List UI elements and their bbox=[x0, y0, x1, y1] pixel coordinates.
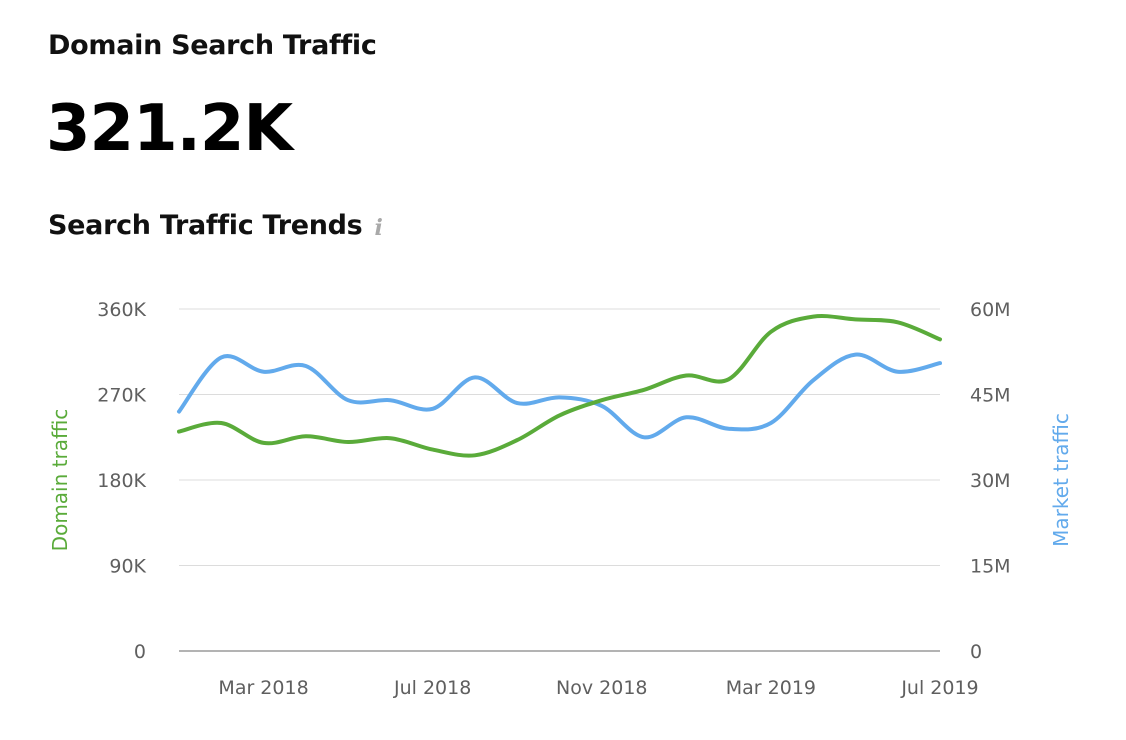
info-icon[interactable]: i bbox=[374, 214, 383, 241]
chart-header: Search Traffic Trends i bbox=[48, 210, 383, 241]
right-axis-title: Market traffic bbox=[1049, 413, 1073, 547]
x-tick-label: Mar 2019 bbox=[726, 677, 816, 699]
section-title: Domain Search Traffic bbox=[48, 30, 377, 61]
left-tick-label: 180K bbox=[97, 470, 146, 492]
x-tick-label: Jul 2018 bbox=[393, 677, 471, 699]
right-tick-label: 0 bbox=[970, 641, 982, 663]
series-lines bbox=[177, 314, 942, 458]
domain-traffic-line bbox=[177, 314, 942, 458]
right-tick-label: 30M bbox=[970, 470, 1011, 492]
x-tick-label: Mar 2018 bbox=[218, 677, 308, 699]
right-tick-label: 45M bbox=[970, 385, 1011, 407]
left-tick-label: 90K bbox=[109, 556, 146, 578]
left-tick-label: 360K bbox=[97, 299, 146, 321]
right-tick-label: 60M bbox=[970, 299, 1011, 321]
market-traffic-line bbox=[177, 352, 942, 440]
right-tick-label: 15M bbox=[970, 556, 1011, 578]
right-axis-ticks: 0 15M 30M 45M 60M bbox=[970, 299, 1011, 663]
domain-traffic-value: 321.2K bbox=[46, 92, 293, 166]
grid-lines bbox=[179, 308, 940, 652]
left-axis-title: Domain traffic bbox=[48, 409, 72, 552]
x-tick-label: Nov 2018 bbox=[556, 677, 647, 699]
chart-title: Search Traffic Trends bbox=[48, 210, 363, 241]
left-tick-label: 0 bbox=[134, 641, 146, 663]
left-tick-label: 270K bbox=[97, 385, 146, 407]
left-axis-ticks: 0 90K 180K 270K 360K bbox=[97, 299, 146, 663]
x-tick-label: Jul 2019 bbox=[900, 677, 978, 699]
x-axis-ticks: Mar 2018 Jul 2018 Nov 2018 Mar 2019 Jul 2019 bbox=[218, 677, 978, 699]
